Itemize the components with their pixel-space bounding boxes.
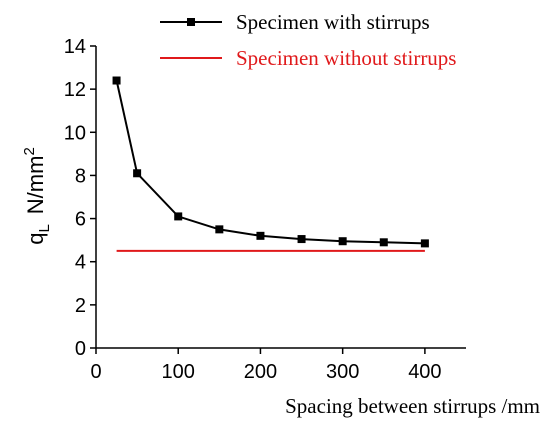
y-label-sup: 2 bbox=[21, 147, 38, 155]
data-point bbox=[112, 76, 121, 85]
data-point bbox=[338, 237, 347, 246]
y-tick-label: 0 bbox=[75, 338, 86, 360]
data-point bbox=[297, 235, 306, 244]
y-axis-label: qL N/mm2 bbox=[21, 147, 53, 245]
data-point bbox=[420, 239, 429, 248]
data-point bbox=[215, 225, 224, 234]
axes bbox=[95, 46, 466, 349]
y-tick-label: 14 bbox=[64, 36, 86, 58]
y-tick-label: 8 bbox=[75, 165, 86, 187]
data-point bbox=[256, 231, 265, 240]
y-tick-label: 4 bbox=[75, 252, 86, 274]
legend: Specimen with stirrups Specimen without s… bbox=[160, 10, 456, 70]
legend-label: Specimen without stirrups bbox=[236, 46, 456, 70]
x-tick-label: 0 bbox=[90, 361, 101, 383]
data-point bbox=[174, 212, 183, 221]
data-point bbox=[133, 169, 142, 178]
y-tick-label: 12 bbox=[64, 79, 86, 101]
y-tick-label: 2 bbox=[75, 295, 86, 317]
y-label-unit: N/mm bbox=[23, 156, 48, 215]
legend-label: Specimen with stirrups bbox=[236, 10, 430, 34]
x-tick-label: 400 bbox=[408, 361, 441, 383]
x-ticks: 0 100 200 300 400 bbox=[90, 348, 442, 383]
x-tick-label: 200 bbox=[244, 361, 277, 383]
y-ticks: 0 2 4 6 8 10 12 14 bbox=[64, 36, 96, 360]
x-tick-label: 100 bbox=[162, 361, 195, 383]
x-axis-label: Spacing between stirrups /mm bbox=[285, 394, 540, 418]
y-label-sub: L bbox=[36, 224, 53, 232]
y-label-main: q bbox=[23, 233, 48, 245]
y-tick-label: 10 bbox=[64, 122, 86, 144]
series-line-with-stirrups bbox=[115, 80, 425, 245]
legend-marker bbox=[187, 18, 195, 26]
y-tick-label: 6 bbox=[75, 209, 86, 231]
data-point bbox=[379, 238, 388, 247]
plot-area bbox=[112, 76, 429, 252]
x-tick-label: 300 bbox=[326, 361, 359, 383]
